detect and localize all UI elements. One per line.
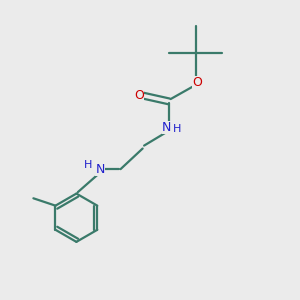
Text: H: H <box>84 160 92 170</box>
Text: N: N <box>95 163 105 176</box>
Text: O: O <box>192 76 202 89</box>
Text: N: N <box>162 122 172 134</box>
Text: O: O <box>134 89 144 102</box>
Text: H: H <box>173 124 182 134</box>
